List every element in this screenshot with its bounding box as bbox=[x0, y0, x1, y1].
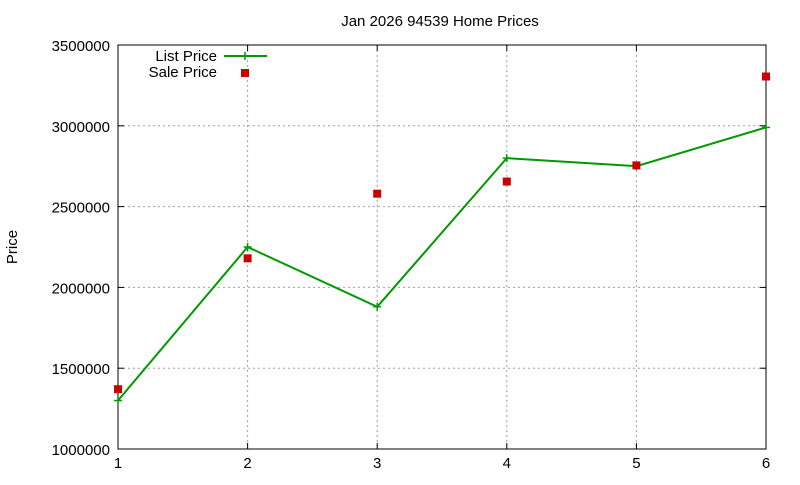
y-tick-label: 2000000 bbox=[52, 280, 110, 297]
y-tick-label: 1500000 bbox=[52, 361, 110, 378]
axis-ticks: 1000000 1500000 2000000 2500000 3000000 35000… bbox=[52, 38, 771, 472]
legend-marker bbox=[241, 69, 249, 77]
series-layer bbox=[114, 72, 770, 405]
data-point bbox=[373, 302, 382, 311]
series-sale-price bbox=[114, 72, 770, 394]
series-line bbox=[117, 126, 767, 402]
series-list-price bbox=[114, 123, 770, 405]
data-point bbox=[762, 72, 770, 81]
chart-title: Jan 2026 94539 Home Prices bbox=[341, 13, 539, 30]
legend-marker bbox=[241, 52, 249, 60]
data-point bbox=[502, 177, 511, 186]
y-tick-label: 2500000 bbox=[52, 200, 110, 217]
grid bbox=[118, 45, 766, 449]
data-point bbox=[114, 385, 122, 394]
y-tick-label: 1000000 bbox=[52, 442, 110, 459]
x-tick-label: 2 bbox=[243, 455, 251, 472]
legend-label: Sale Price bbox=[149, 64, 217, 81]
plot-frame bbox=[117, 44, 767, 450]
x-tick-label: 5 bbox=[632, 455, 640, 472]
data-point bbox=[243, 243, 252, 251]
data-point bbox=[632, 161, 641, 170]
y-tick-label: 3500000 bbox=[52, 38, 110, 55]
y-axis-label: Price bbox=[4, 230, 21, 264]
x-tick-label: 3 bbox=[373, 455, 381, 472]
data-point bbox=[502, 154, 511, 163]
data-point bbox=[243, 254, 252, 263]
y-tick-label: 3000000 bbox=[52, 119, 110, 136]
x-tick-label: 1 bbox=[114, 455, 122, 472]
data-point bbox=[114, 396, 122, 405]
x-tick-label: 6 bbox=[762, 455, 770, 472]
x-tick-label: 4 bbox=[503, 455, 511, 472]
data-point bbox=[762, 123, 770, 132]
data-point bbox=[373, 189, 382, 198]
legend-label: List Price bbox=[155, 48, 217, 65]
